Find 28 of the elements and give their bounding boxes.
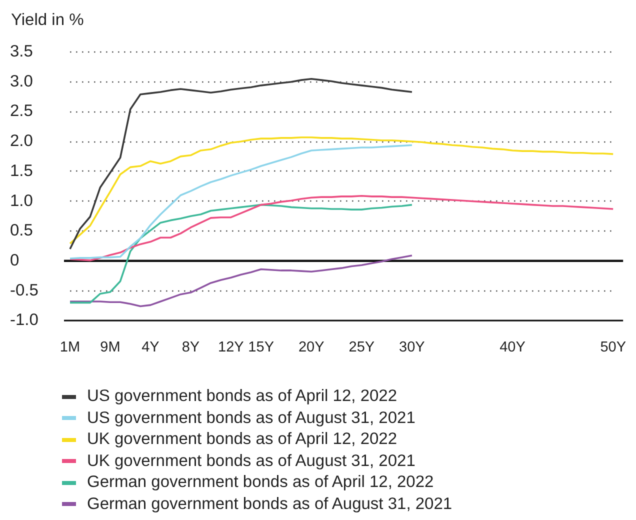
y-tick-label: 0.5 [10, 222, 33, 240]
legend-label: UK government bonds as of August 31, 2021 [87, 452, 416, 471]
x-tick-label: 40Y [500, 339, 526, 356]
y-tick-label: 1.0 [10, 192, 33, 210]
legend-label: US government bonds as of August 31, 2021 [87, 408, 416, 428]
x-tick-label: 50Y [600, 339, 626, 356]
x-tick-label: 20Y [298, 339, 325, 356]
y-tick-label: 1.5 [10, 162, 33, 180]
x-tick-label: 9M [100, 339, 120, 356]
x-tick-label: 8Y [182, 339, 200, 356]
x-tick-label: 25Y [348, 339, 375, 356]
y-tick-label: 3.0 [10, 72, 33, 90]
y-tick-label: -1.0 [10, 311, 38, 330]
legend-label: German government bonds as of April 12, 2022 [87, 473, 434, 492]
x-tick-label: 15Y [248, 339, 274, 356]
legend-label: UK government bonds as of April 12, 2022 [87, 430, 398, 450]
x-tick-label: 30Y [399, 339, 426, 356]
y-tick-label: 2.0 [10, 132, 33, 150]
x-tick-label: 4Y [142, 339, 160, 356]
x-tick-label: 12Y [218, 339, 244, 356]
y-tick-label: 3.5 [10, 42, 33, 61]
y-axis-title: Yield in % [11, 10, 84, 29]
y-tick-label: 0 [10, 251, 20, 270]
y-tick-label: -0.5 [10, 281, 38, 300]
x-tick-label: 1M [60, 339, 80, 356]
legend-label: German government bonds as of August 31, 2021 [87, 494, 452, 514]
legend-label: US government bonds as of April 12, 2022 [87, 387, 398, 406]
y-tick-label: 2.5 [10, 102, 33, 120]
